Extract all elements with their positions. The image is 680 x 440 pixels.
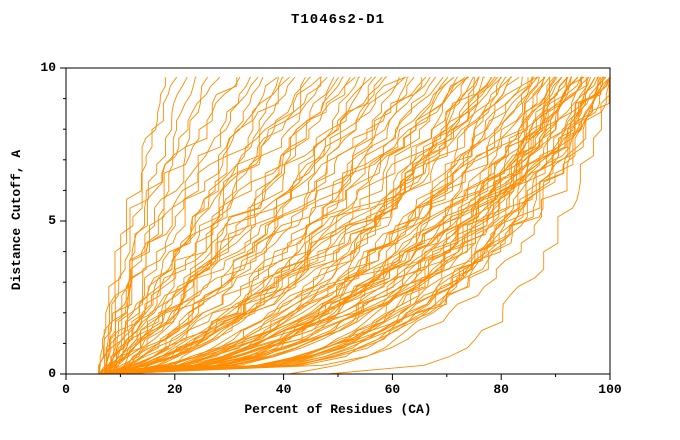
gdt-curve: [98, 76, 328, 375]
gdt-curve: [116, 76, 221, 374]
gdt-curve: [115, 76, 296, 375]
gdt-curve: [110, 76, 562, 375]
gdt-curve: [104, 76, 600, 375]
gdt-curve: [116, 76, 607, 375]
gdt-curve: [109, 76, 556, 375]
gdt-curve: [109, 76, 241, 375]
gdt-curve: [110, 76, 372, 375]
gdt-curve: [109, 76, 431, 375]
gdt-curve: [110, 76, 589, 375]
gdt-curve: [98, 76, 551, 375]
gdt-curve: [122, 76, 540, 375]
gdt-curve: [110, 76, 611, 375]
y-tick-label: 5: [48, 213, 56, 228]
gdt-curve: [109, 76, 538, 375]
gdt-curve: [104, 76, 585, 375]
x-tick-label: 100: [598, 382, 622, 397]
gdt-curve: [103, 76, 290, 375]
gdt-curve: [115, 76, 474, 375]
gdt-curve: [98, 77, 238, 374]
gdt-curve: [99, 76, 454, 375]
gdt-curve: [109, 76, 335, 375]
gdt-curve: [99, 76, 583, 375]
gdt-curve: [124, 76, 387, 374]
gdt-curve: [104, 76, 611, 375]
gdt-curve: [109, 76, 321, 375]
gdt-curve: [109, 77, 567, 375]
gdt-curve: [98, 76, 498, 375]
gdt-curve: [109, 76, 278, 374]
gdt-curve: [109, 77, 602, 375]
gdt-curve: [289, 76, 611, 375]
gdt-curve: [104, 77, 529, 375]
gdt-curve: [104, 76, 480, 375]
gdt-curve: [98, 76, 351, 375]
gdt-curve: [121, 77, 587, 375]
gdt-curve: [109, 76, 197, 375]
gdt-curve: [98, 76, 513, 375]
gdt-curve: [114, 76, 556, 375]
gdt-curve: [109, 77, 366, 375]
y-tick-label: 0: [48, 366, 56, 381]
x-tick-label: 20: [166, 382, 183, 397]
y-axis-label: Distance Cutoff, A: [9, 149, 24, 291]
gdt-curve: [104, 77, 601, 375]
gdt-curve: [105, 76, 360, 375]
gdt-curve: [98, 76, 284, 375]
gdt-curve: [115, 76, 469, 375]
y-tick-label: 10: [40, 60, 56, 75]
gdt-curve: [103, 77, 423, 375]
gdt-curve: [109, 77, 611, 375]
gdt-curve: [103, 76, 406, 375]
gdt-curve: [98, 76, 251, 375]
gdt-curve: [99, 76, 579, 375]
gdt-curve: [109, 76, 493, 375]
gdt-curve: [104, 76, 558, 375]
gdt-curve: [121, 76, 344, 375]
gdt-curve: [99, 77, 599, 375]
gdt-curve: [98, 76, 496, 375]
gdt-curve: [109, 76, 356, 375]
gdt-curve: [104, 76, 563, 375]
gdt-curve: [116, 76, 596, 375]
gdt-curve: [328, 77, 611, 375]
x-axis-label: Percent of Residues (CA): [244, 402, 432, 417]
x-tick-label: 60: [384, 382, 401, 397]
x-tick-label: 80: [493, 382, 509, 397]
gdt-curve: [98, 76, 590, 375]
gdt-curve: [98, 76, 534, 375]
gdt-curve: [110, 76, 455, 375]
gdt-curve: [105, 76, 409, 375]
gdt-curve: [114, 76, 322, 375]
gdt-curve: [99, 76, 458, 375]
x-tick-label: 40: [275, 382, 292, 397]
gdt-curve: [105, 77, 264, 375]
gdt-curve: [116, 76, 406, 375]
gdt-curve: [98, 76, 188, 374]
x-tick-label: 0: [62, 382, 70, 397]
gdt-curve: [100, 76, 534, 375]
chart-title: T1046s2-D1: [290, 12, 385, 28]
gdt-curve: [98, 76, 377, 375]
